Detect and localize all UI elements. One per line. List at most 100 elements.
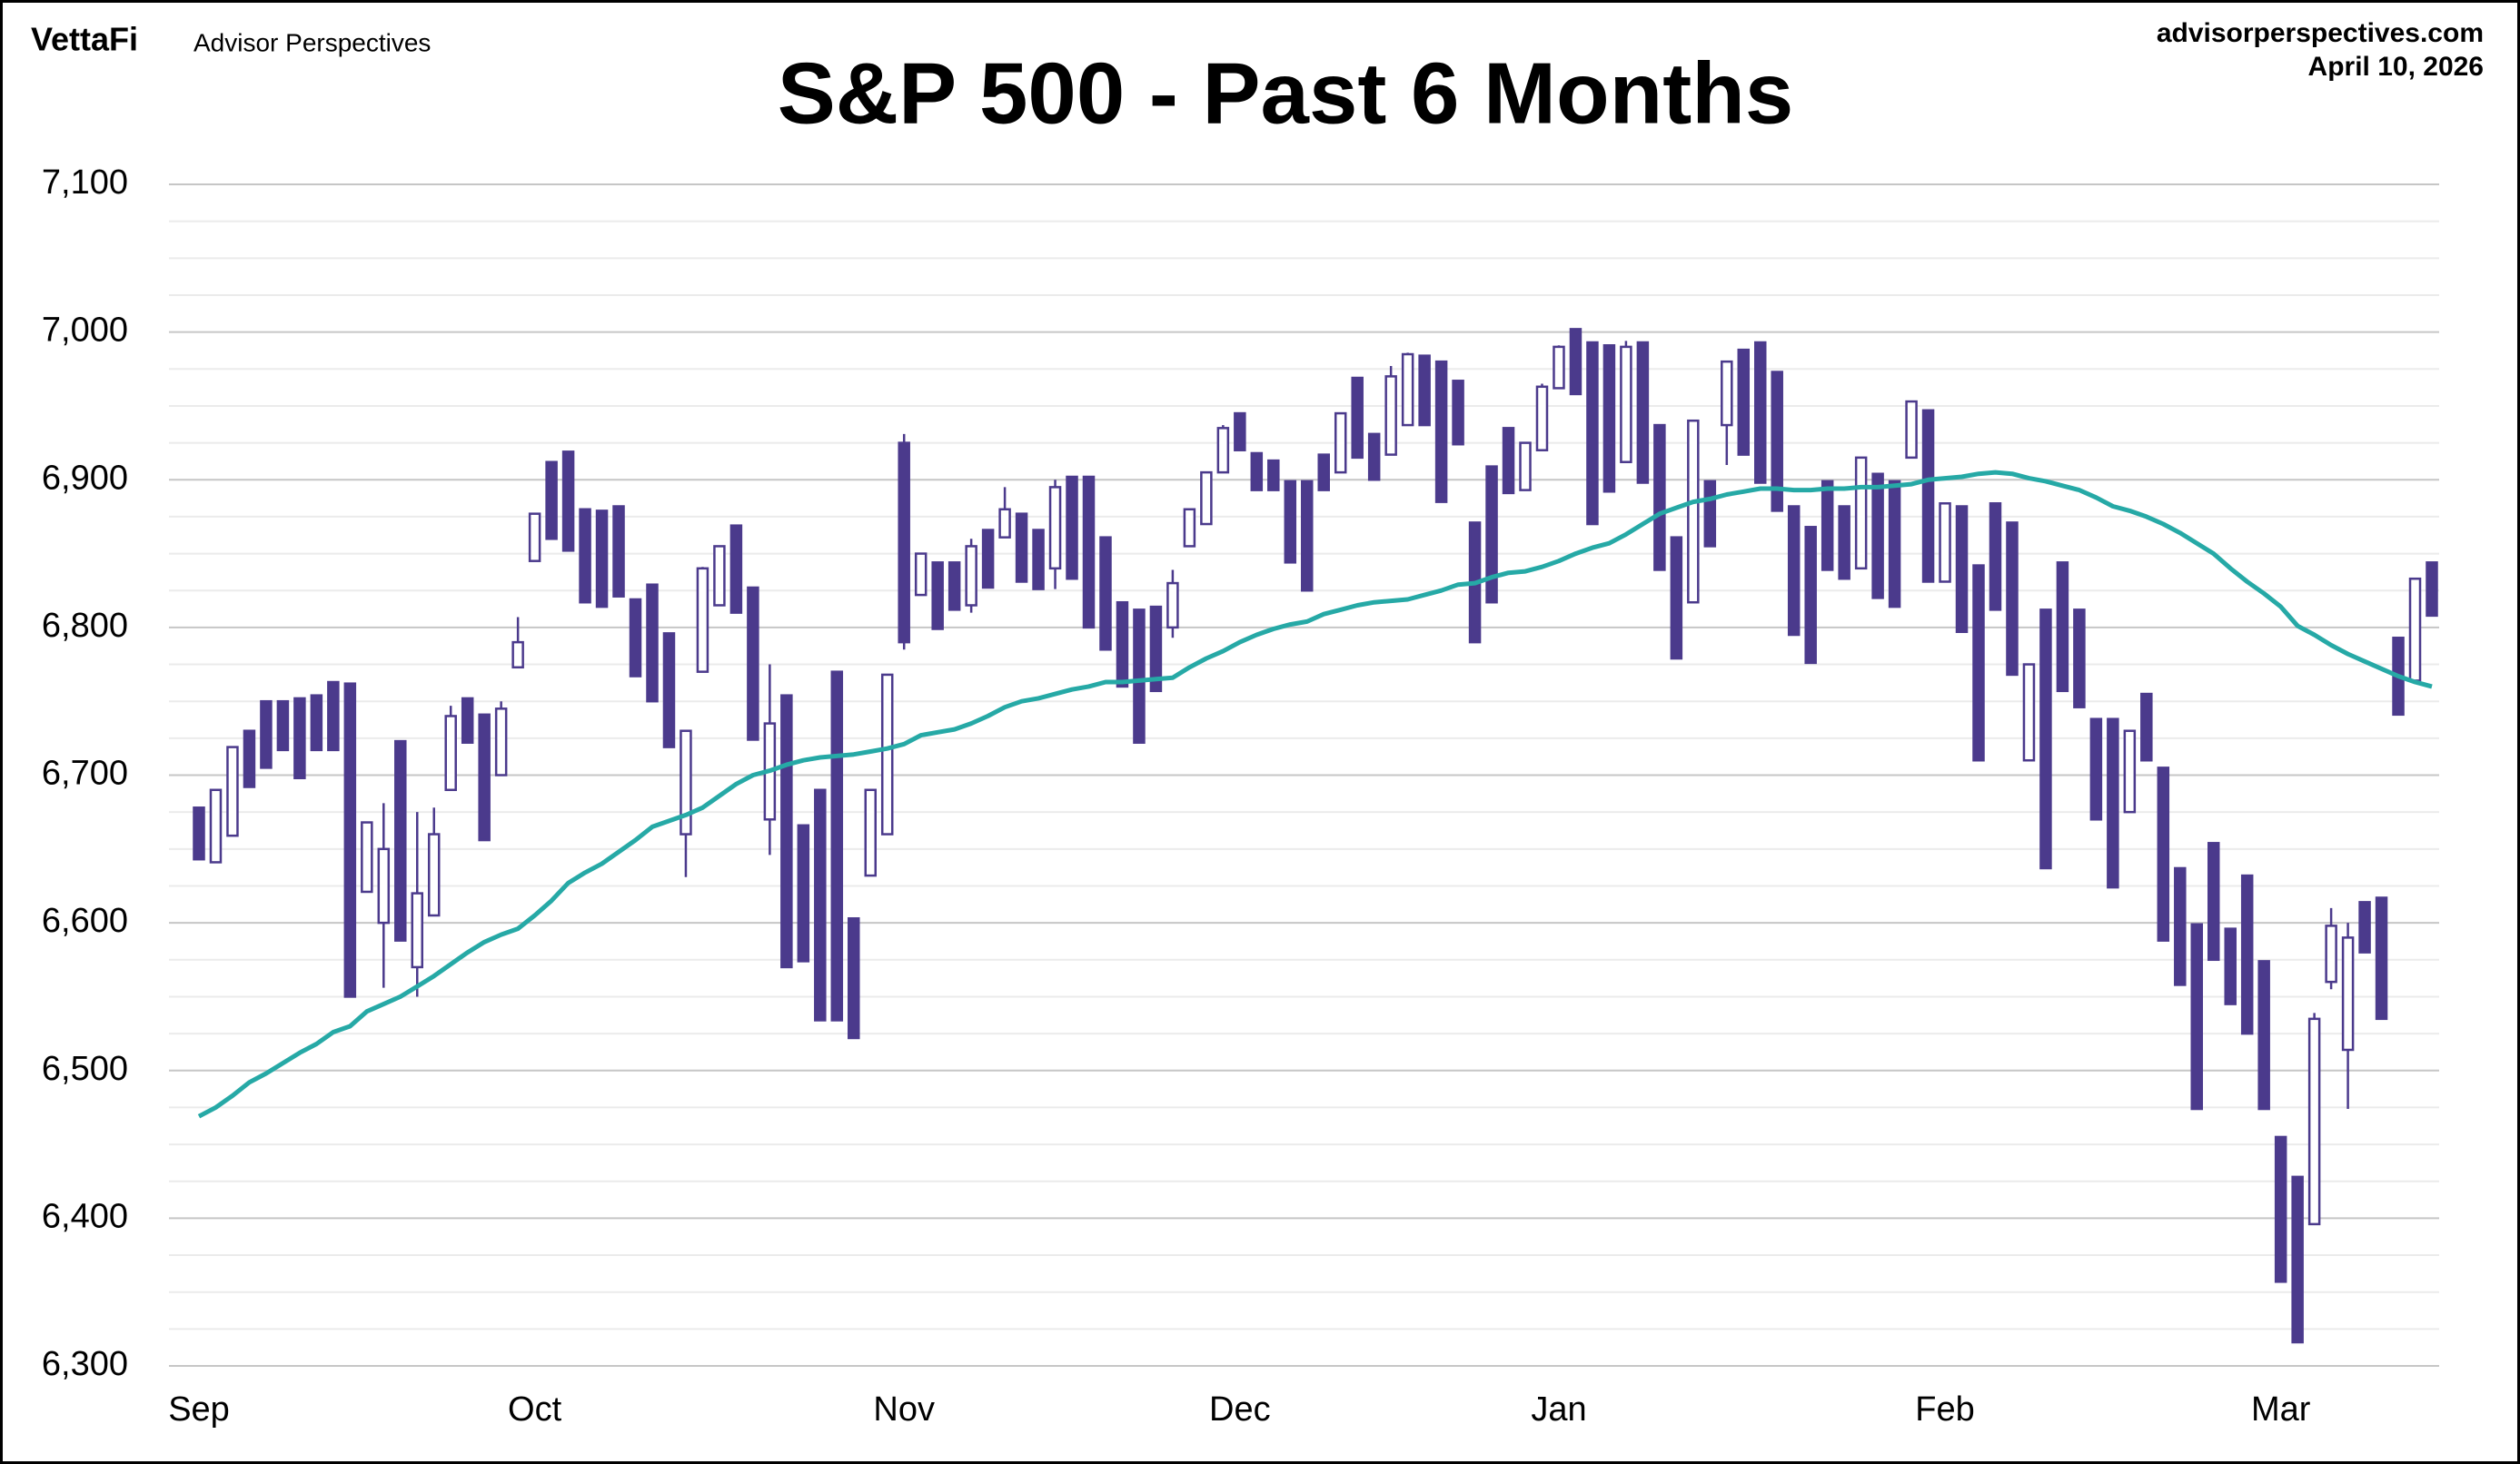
candle-body [2257, 960, 2270, 1111]
candle-body [713, 545, 726, 607]
candle-body [2341, 936, 2355, 1052]
candle-body [696, 567, 709, 673]
logo: VettaFi [31, 21, 138, 58]
candle-body [1234, 411, 1246, 451]
candle-body [1804, 526, 1817, 665]
candle-body [2140, 692, 2153, 762]
candle-body [1535, 385, 1549, 451]
candle-body [1048, 486, 1062, 570]
candle-body [1620, 345, 1632, 463]
candle-body [1351, 376, 1364, 460]
candle-body [680, 729, 692, 836]
candle-body [1821, 480, 1834, 571]
candle-body [1939, 502, 1951, 583]
candle-body [2408, 577, 2422, 682]
candle-body [1015, 512, 1028, 583]
candle-body [880, 673, 894, 836]
x-tick-label: Dec [1209, 1390, 1271, 1429]
candle-body [2325, 925, 2337, 984]
candle-body [1166, 581, 1179, 629]
candle-body [260, 699, 273, 769]
candle-body [528, 512, 541, 562]
candle-body [1519, 441, 1532, 491]
candle-body [561, 450, 575, 552]
candle-body [1921, 409, 1935, 583]
candle-body [209, 788, 223, 864]
candle-body [1854, 456, 1868, 570]
candle-body [1183, 508, 1196, 548]
date: April 10, 2026 [2308, 52, 2484, 82]
candle-body [1955, 505, 1969, 634]
y-tick-label: 7,000 [42, 312, 128, 350]
candle-body [2426, 561, 2438, 618]
candle-body [478, 713, 491, 842]
candle-body [1553, 345, 1565, 390]
candle-body [2274, 1135, 2287, 1283]
candle-body [1367, 432, 1381, 481]
y-tick-label: 6,800 [42, 607, 128, 645]
candle-body [1401, 352, 1414, 427]
candle-body [1099, 536, 1112, 651]
x-tick-label: Mar [2251, 1390, 2311, 1429]
candle-body [1871, 472, 1884, 599]
candle-body [1703, 480, 1717, 548]
candle-body [898, 441, 910, 644]
candle-body [1149, 605, 1163, 693]
candle-body [310, 694, 323, 752]
candle-body [1989, 502, 2002, 611]
candle-body [1418, 354, 1431, 427]
candle-body [1653, 423, 1666, 571]
candle-body [1216, 427, 1230, 474]
candle-body [545, 460, 558, 540]
candle-body [1434, 360, 1448, 503]
candle-body [1737, 348, 1751, 456]
candle-body [2157, 767, 2170, 942]
candle-body [1334, 411, 1347, 474]
x-tick-label: Oct [508, 1390, 562, 1429]
candle-body [1905, 400, 1918, 460]
candle-body [1284, 480, 1297, 564]
candle-body [361, 821, 373, 894]
candle-body [612, 505, 625, 598]
candle-body [2358, 901, 2371, 954]
candle-body [2107, 717, 2119, 889]
candle-body [2073, 608, 2086, 708]
candle-body [1200, 470, 1213, 526]
candle-body [814, 788, 827, 1022]
candle-body [998, 508, 1011, 539]
candle-body [579, 508, 591, 604]
x-tick-label: Jan [1531, 1390, 1586, 1429]
candle-body [2174, 866, 2187, 986]
candle-body [1754, 341, 1767, 484]
brand: Advisor Perspectives [193, 28, 431, 56]
moving-average-line [197, 470, 2433, 1119]
candle-body [864, 788, 877, 877]
candle-body [327, 680, 340, 752]
candle-body [1602, 344, 1616, 493]
candle-body [2375, 896, 2388, 1021]
candle-body [1586, 341, 1599, 526]
candle-body [444, 715, 457, 792]
candle-body [2291, 1175, 2304, 1344]
candle-body [1485, 465, 1498, 604]
candle-body [1670, 536, 1683, 660]
candle-body [427, 833, 441, 917]
y-tick-label: 6,700 [42, 755, 128, 793]
candle-body [2089, 717, 2103, 821]
candle-body [729, 524, 743, 614]
candle-body [780, 694, 793, 969]
candle-body [511, 640, 524, 669]
candle-body [276, 699, 290, 752]
grid: 6,300 6,400 6,500 6,600 6,700 6,800 6,900 7,000… [42, 163, 2439, 1429]
y-tick-label: 6,300 [42, 1345, 128, 1383]
candle-body [1250, 451, 1264, 491]
candle-body [1502, 427, 1515, 495]
candle-body [1267, 459, 1280, 491]
candle-body [662, 632, 676, 748]
candle-body [2190, 923, 2204, 1111]
candle-body [629, 598, 642, 678]
candle-body [1116, 600, 1129, 688]
y-tick-label: 6,900 [42, 459, 128, 497]
candle-body [2022, 663, 2036, 762]
